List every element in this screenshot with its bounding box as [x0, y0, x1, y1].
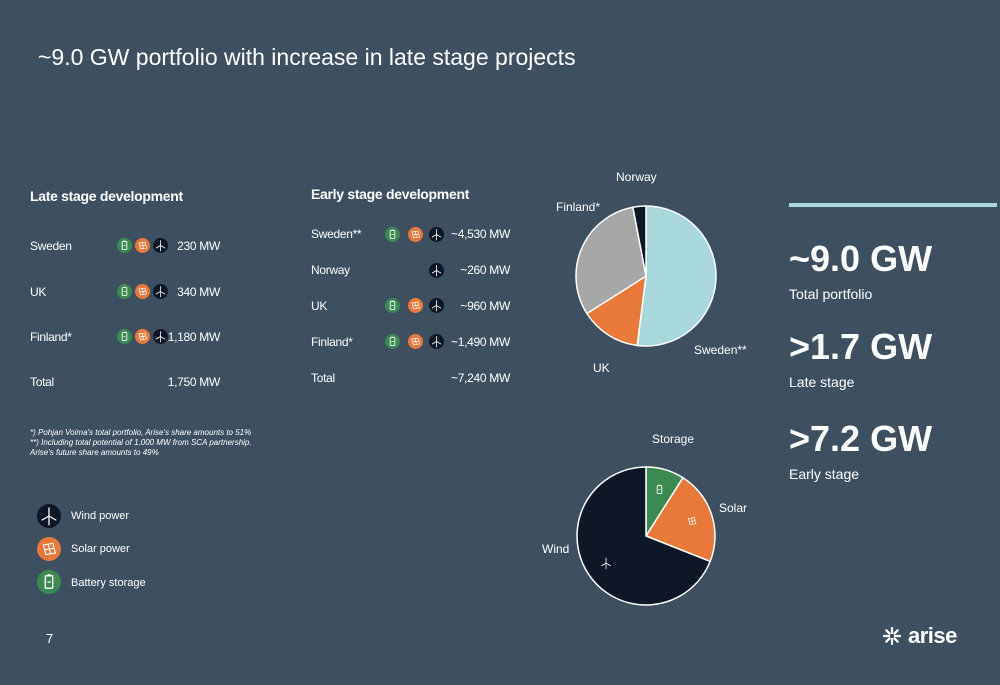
arise-logo: arise — [882, 623, 957, 649]
solar-icon — [408, 334, 423, 349]
footnotes: *) Pohjan Voima's total portfolio, Arise… — [30, 428, 252, 458]
solar-icon — [37, 537, 61, 561]
legend-label-battery: Battery storage — [71, 577, 146, 589]
legend-label-wind: Wind power — [71, 510, 130, 522]
battery-icon — [37, 570, 61, 594]
footnote: **) Including total potential of 1,000 M… — [30, 438, 252, 447]
pie-label-sweden: Sweden** — [694, 343, 747, 357]
late-stage-heading: Late stage development — [30, 188, 183, 204]
pie-slice-wind — [576, 466, 712, 606]
battery-icon — [385, 334, 400, 349]
pie-charts — [575, 205, 717, 606]
kpi-total-label: Total portfolio — [789, 286, 873, 302]
battery-icon — [385, 227, 400, 242]
accent-line — [789, 203, 997, 207]
mw-value: 230 MW — [177, 239, 220, 253]
pie-slice-solar — [644, 476, 716, 563]
kpi-late-label: Late stage — [789, 374, 855, 390]
technology-pie-chart — [576, 466, 716, 606]
arise-logo-text: arise — [908, 623, 957, 648]
pie-slice-finland — [575, 206, 647, 315]
pie-slice-sweden — [636, 205, 717, 347]
country-label: Finland* — [30, 330, 72, 344]
mw-value: 1,180 MW — [167, 330, 221, 344]
total-label: Total — [311, 371, 335, 385]
solar-icon — [408, 298, 423, 313]
wind-icon — [429, 227, 444, 242]
pie-slice-uk — [585, 274, 647, 347]
pie-label-finland: Finland* — [556, 200, 601, 214]
country-label: Finland* — [311, 335, 353, 349]
legend-label-solar: Solar power — [71, 543, 130, 555]
total-value: ~7,240 MW — [451, 371, 510, 385]
kpi-late-value: >1.7 GW — [789, 326, 933, 367]
wind-icon — [37, 504, 61, 528]
wind-icon — [429, 298, 444, 313]
mw-value: 340 MW — [177, 285, 220, 299]
pie-label-wind: Wind — [542, 542, 570, 556]
pie-label-solar: Solar — [719, 501, 748, 515]
mw-value: ~1,490 MW — [451, 335, 510, 349]
kpi-total-value: ~9.0 GW — [789, 238, 933, 279]
country-label: Sweden — [30, 239, 72, 253]
battery-icon — [117, 329, 132, 344]
solar-icon — [135, 284, 150, 299]
mw-value: ~960 MW — [460, 299, 510, 313]
wind-icon — [429, 263, 444, 278]
battery-icon — [117, 284, 132, 299]
page-number: 7 — [46, 631, 54, 646]
wind-icon — [153, 329, 168, 344]
battery-icon — [385, 298, 400, 313]
country-label: Norway — [311, 263, 350, 277]
country-pie-chart — [575, 205, 717, 347]
country-label: Sweden** — [311, 227, 362, 241]
early-stage-heading: Early stage development — [311, 186, 470, 202]
mw-value: ~260 MW — [460, 263, 510, 277]
mw-value: ~4,530 MW — [451, 227, 510, 241]
wind-icon — [601, 557, 611, 570]
country-label: UK — [311, 299, 328, 313]
page-title: ~9.0 GW portfolio with increase in late … — [38, 44, 576, 70]
arise-logo-icon — [882, 626, 902, 646]
battery-icon — [117, 238, 132, 253]
kpi-early-value: >7.2 GW — [789, 418, 933, 459]
pie-label-storage: Storage — [652, 432, 695, 446]
wind-icon — [153, 284, 168, 299]
footnote: *) Pohjan Voima's total portfolio, Arise… — [30, 428, 252, 437]
footnote: Arise's future share amounts to 49% — [30, 448, 159, 457]
pie-label-uk: UK — [593, 361, 610, 375]
kpi-early-label: Early stage — [789, 466, 860, 482]
pie-slice-norway — [632, 205, 647, 277]
total-label: Total — [30, 375, 54, 389]
solar-icon — [135, 238, 150, 253]
total-value: 1,750 MW — [167, 375, 221, 389]
country-label: UK — [30, 285, 47, 299]
pie-label-norway: Norway — [616, 170, 657, 184]
battery-icon — [656, 484, 663, 494]
wind-icon — [153, 238, 168, 253]
solar-icon — [135, 329, 150, 344]
wind-icon — [429, 334, 444, 349]
solar-icon — [408, 227, 423, 242]
solar-icon — [688, 517, 697, 525]
